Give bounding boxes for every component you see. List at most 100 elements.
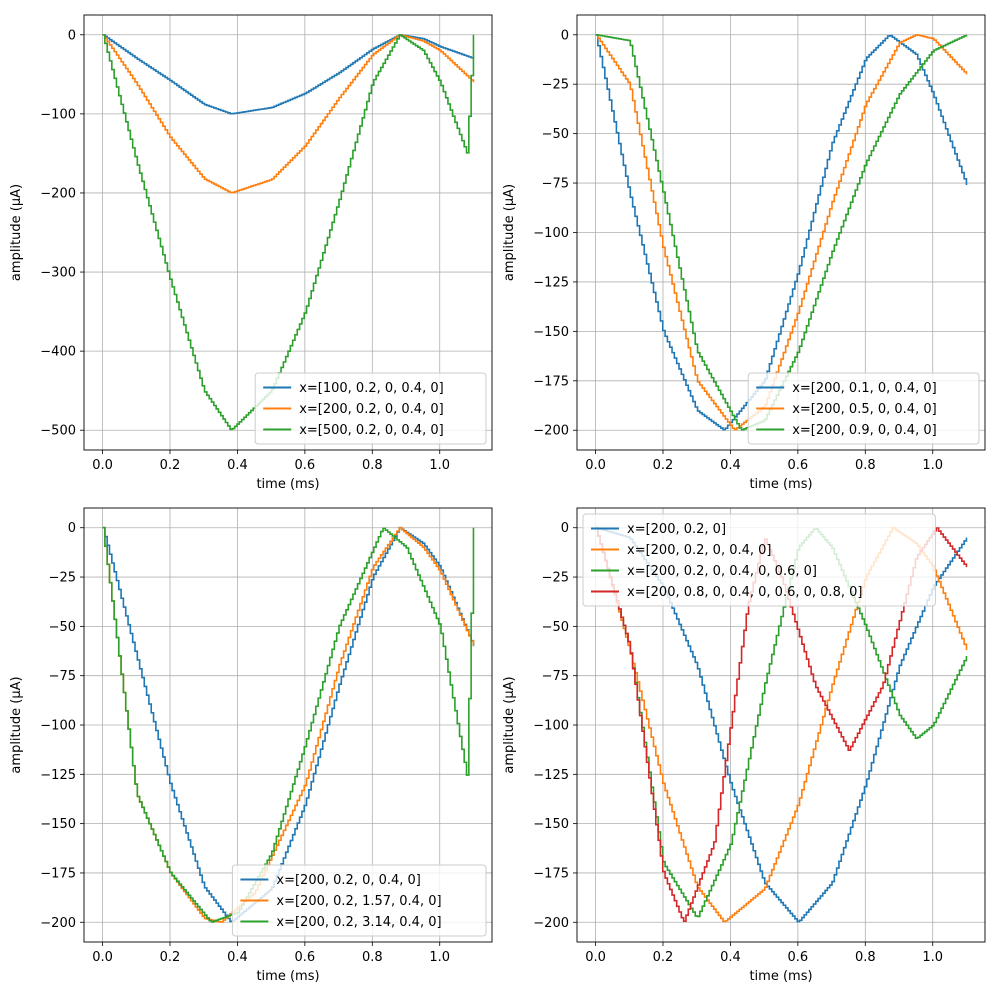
y-tick-label: −200 — [40, 186, 76, 201]
y-tick-label: −25 — [542, 78, 569, 93]
subplot-bottom-left: 0.0 0.2 0.4 0.6 0.8 1.0 0 −25 −50 −75 −100 −125 −150… — [9, 507, 493, 984]
y-tick-label: −25 — [49, 571, 76, 586]
y-tick-label: −150 — [40, 817, 76, 832]
legend-label: x=[200, 0.2, 0, 0.4, 0] — [299, 402, 444, 417]
x-tick-label: 1.0 — [922, 950, 943, 965]
y-tick-label: −25 — [542, 571, 569, 586]
x-tick-label: 0.6 — [788, 458, 809, 473]
legend: x=[200, 0.1, 0, 0.4, 0] x=[200, 0.5, 0, 0… — [747, 372, 980, 445]
y-tick-label: −200 — [533, 424, 569, 439]
x-tick-label: 0.0 — [92, 950, 113, 965]
y-tick-label: −175 — [40, 866, 76, 881]
series-line-3 — [102, 526, 475, 923]
series-line-1 — [102, 33, 475, 115]
y-axis-label: amplitude (µA) — [502, 184, 517, 281]
y-tick-label: −125 — [40, 768, 76, 783]
y-tick-label: −50 — [542, 620, 569, 635]
legend-box — [254, 372, 487, 445]
x-tick-label: 0.2 — [653, 950, 674, 965]
y-tick-label: −50 — [542, 127, 569, 142]
subplot-top-left: 0.0 0.2 0.4 0.6 0.8 1.0 0 −100 −200 −300 −400 −500 t… — [9, 14, 493, 492]
x-tick-label: 0.4 — [720, 950, 741, 965]
subplot-bottom-right: 0.0 0.2 0.4 0.6 0.8 1.0 0 −25 −50 −75 −100 −125 −150… — [502, 507, 986, 984]
legend: x=[200, 0.2, 0] x=[200, 0.2, 0, 0.4, 0] x=… — [582, 513, 936, 607]
x-axis-label: time (ms) — [749, 477, 812, 492]
legend-label: x=[200, 0.1, 0, 0.4, 0] — [792, 381, 937, 396]
x-tick-label: 0.4 — [720, 458, 741, 473]
legend-label: x=[200, 0.2, 1.57, 0.4, 0] — [276, 894, 441, 909]
x-tick-label: 0.8 — [362, 458, 383, 473]
legend-box — [582, 513, 936, 607]
y-tick-label: −75 — [49, 669, 76, 684]
x-axis-label: time (ms) — [256, 969, 319, 984]
legend: x=[200, 0.2, 0, 0.4, 0] x=[200, 0.2, 1.57… — [231, 864, 487, 937]
y-tick-label: −500 — [40, 424, 76, 439]
axes-frame — [83, 14, 493, 451]
y-tick-label: −175 — [533, 866, 569, 881]
y-tick-label: −150 — [533, 325, 569, 340]
y-tick-label: −125 — [533, 768, 569, 783]
x-axis-label: time (ms) — [749, 969, 812, 984]
series-line-3 — [595, 526, 968, 918]
x-tick-label: 0.6 — [295, 950, 316, 965]
y-axis-label: amplitude (µA) — [502, 676, 517, 773]
y-tick-label: −100 — [40, 719, 76, 734]
y-tick-label: −50 — [49, 620, 76, 635]
y-tick-label: −75 — [542, 669, 569, 684]
legend-label: x=[200, 0.2, 0, 0.4, 0] — [276, 873, 421, 888]
x-tick-label: 1.0 — [922, 458, 943, 473]
y-tick-label: −150 — [533, 817, 569, 832]
x-tick-label: 0.6 — [788, 950, 809, 965]
x-tick-label: 0.2 — [160, 950, 181, 965]
legend-label: x=[200, 0.2, 3.14, 0.4, 0] — [276, 915, 441, 930]
y-tick-label: −300 — [40, 266, 76, 281]
y-tick-label: −100 — [533, 226, 569, 241]
legend-label: x=[200, 0.9, 0, 0.4, 0] — [792, 423, 937, 438]
legend-label: x=[200, 0.8, 0, 0.4, 0, 0.6, 0, 0.8, 0] — [627, 585, 862, 600]
x-tick-label: 0.0 — [585, 950, 606, 965]
series-line-1 — [102, 526, 475, 923]
x-tick-label: 0.6 — [295, 458, 316, 473]
x-tick-label: 0.8 — [855, 950, 876, 965]
x-tick-label: 0.0 — [585, 458, 606, 473]
y-tick-label: 0 — [561, 521, 569, 536]
legend-label: x=[200, 0.2, 0, 0.4, 0] — [627, 543, 772, 558]
legend-label: x=[500, 0.2, 0, 0.4, 0] — [299, 423, 444, 438]
x-tick-label: 0.2 — [653, 458, 674, 473]
x-axis-label: time (ms) — [256, 477, 319, 492]
x-tick-label: 0.0 — [92, 458, 113, 473]
legend-label: x=[200, 0.5, 0, 0.4, 0] — [792, 402, 937, 417]
x-tick-label: 0.2 — [160, 458, 181, 473]
subplot-top-right: 0.0 0.2 0.4 0.6 0.8 1.0 0 −25 −50 −75 −100 −125 −150… — [502, 14, 986, 492]
y-tick-label: −400 — [40, 345, 76, 360]
y-axis-label: amplitude (µA) — [9, 184, 24, 281]
series-line-2 — [595, 33, 968, 431]
y-tick-label: −100 — [533, 719, 569, 734]
y-tick-label: −125 — [533, 275, 569, 290]
x-tick-label: 0.4 — [227, 458, 248, 473]
x-tick-label: 0.8 — [362, 950, 383, 965]
legend-box — [747, 372, 980, 445]
legend-label: x=[200, 0.2, 0, 0.4, 0, 0.6, 0] — [627, 564, 817, 579]
series-line-1 — [595, 33, 968, 431]
y-tick-label: 0 — [68, 28, 76, 43]
series-line-3 — [102, 33, 475, 431]
y-tick-label: 0 — [561, 28, 569, 43]
x-tick-label: 0.4 — [227, 950, 248, 965]
x-tick-label: 0.8 — [855, 458, 876, 473]
y-tick-label: −200 — [533, 916, 569, 931]
y-tick-label: −100 — [40, 107, 76, 122]
legend-label: x=[100, 0.2, 0, 0.4, 0] — [299, 381, 444, 396]
y-tick-label: −75 — [542, 177, 569, 192]
y-tick-label: 0 — [68, 521, 76, 536]
legend: x=[100, 0.2, 0, 0.4, 0] x=[200, 0.2, 0, 0… — [254, 372, 487, 445]
y-tick-label: −200 — [40, 916, 76, 931]
y-axis-label: amplitude (µA) — [9, 676, 24, 773]
x-tick-label: 1.0 — [429, 950, 450, 965]
series-line-2 — [102, 33, 475, 194]
y-tick-label: −175 — [533, 374, 569, 389]
x-tick-label: 1.0 — [429, 458, 450, 473]
legend-box — [231, 864, 487, 937]
legend-label: x=[200, 0.2, 0] — [627, 522, 726, 537]
